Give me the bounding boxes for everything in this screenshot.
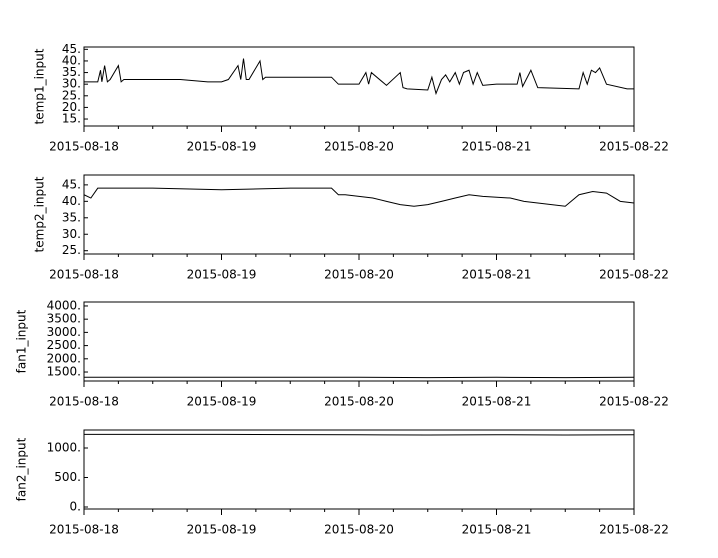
x-tick-label: 2015-08-19	[187, 395, 257, 409]
y-tick-label: 20.	[62, 100, 81, 114]
y-tick-label: 2500.	[47, 338, 81, 352]
plot-frame	[83, 174, 635, 255]
y-tick-label: 30.	[62, 227, 81, 241]
x-tick-label: 2015-08-20	[324, 140, 394, 154]
data-line	[83, 187, 635, 207]
y-tick-label: 40.	[62, 194, 81, 208]
x-tick-label: 2015-08-22	[599, 395, 669, 409]
x-tick-label: 2015-08-18	[49, 268, 119, 282]
x-tick-label: 2015-08-19	[187, 523, 257, 537]
y-tick-label: 25.	[62, 88, 81, 102]
y-tick-label: 3000.	[47, 325, 81, 339]
x-tick-label: 2015-08-20	[324, 395, 394, 409]
x-tick-label: 2015-08-18	[49, 140, 119, 154]
data-line	[84, 433, 635, 436]
y-tick-label: 30.	[62, 77, 81, 91]
x-tick-label: 2015-08-19	[187, 140, 257, 154]
x-tick-label: 2015-08-20	[324, 523, 394, 537]
y-tick-label: 25.	[62, 243, 81, 257]
plot-frame	[83, 46, 635, 127]
y-tick-label: 0.	[70, 499, 81, 513]
data-line	[84, 58, 634, 96]
y-axis-label: fan2_input	[15, 437, 29, 501]
plot-frame	[83, 429, 635, 510]
y-axis-label: fan1_input	[15, 309, 29, 373]
x-tick-label: 2015-08-22	[599, 140, 669, 154]
y-tick-label: 3500.	[47, 312, 81, 326]
plot-frame	[83, 301, 635, 382]
x-tick-label: 2015-08-22	[599, 268, 669, 282]
x-tick-label: 2015-08-21	[462, 140, 532, 154]
y-tick-label: 1000.	[47, 440, 81, 454]
y-tick-label: 4000.	[47, 298, 81, 312]
x-tick-label: 2015-08-21	[462, 268, 532, 282]
y-tick-label: 2000.	[47, 351, 81, 365]
y-tick-label: 35.	[62, 65, 81, 79]
y-tick-label: 500.	[54, 470, 81, 484]
y-axis-label: temp1_input	[33, 48, 47, 124]
x-tick-label: 2015-08-22	[599, 523, 669, 537]
x-tick-label: 2015-08-21	[462, 395, 532, 409]
y-tick-label: 40.	[62, 53, 81, 67]
x-tick-label: 2015-08-18	[49, 395, 119, 409]
x-tick-label: 2015-08-21	[462, 523, 532, 537]
y-axis-label: temp2_input	[33, 176, 47, 252]
y-tick-label: 45.	[62, 42, 81, 56]
x-tick-label: 2015-08-20	[324, 268, 394, 282]
y-tick-label: 35.	[62, 210, 81, 224]
x-tick-label: 2015-08-18	[49, 523, 119, 537]
x-tick-label: 2015-08-19	[187, 268, 257, 282]
y-tick-label: 45.	[62, 177, 81, 191]
y-tick-label: 1500.	[47, 365, 81, 379]
y-tick-label: 15.	[62, 112, 81, 126]
